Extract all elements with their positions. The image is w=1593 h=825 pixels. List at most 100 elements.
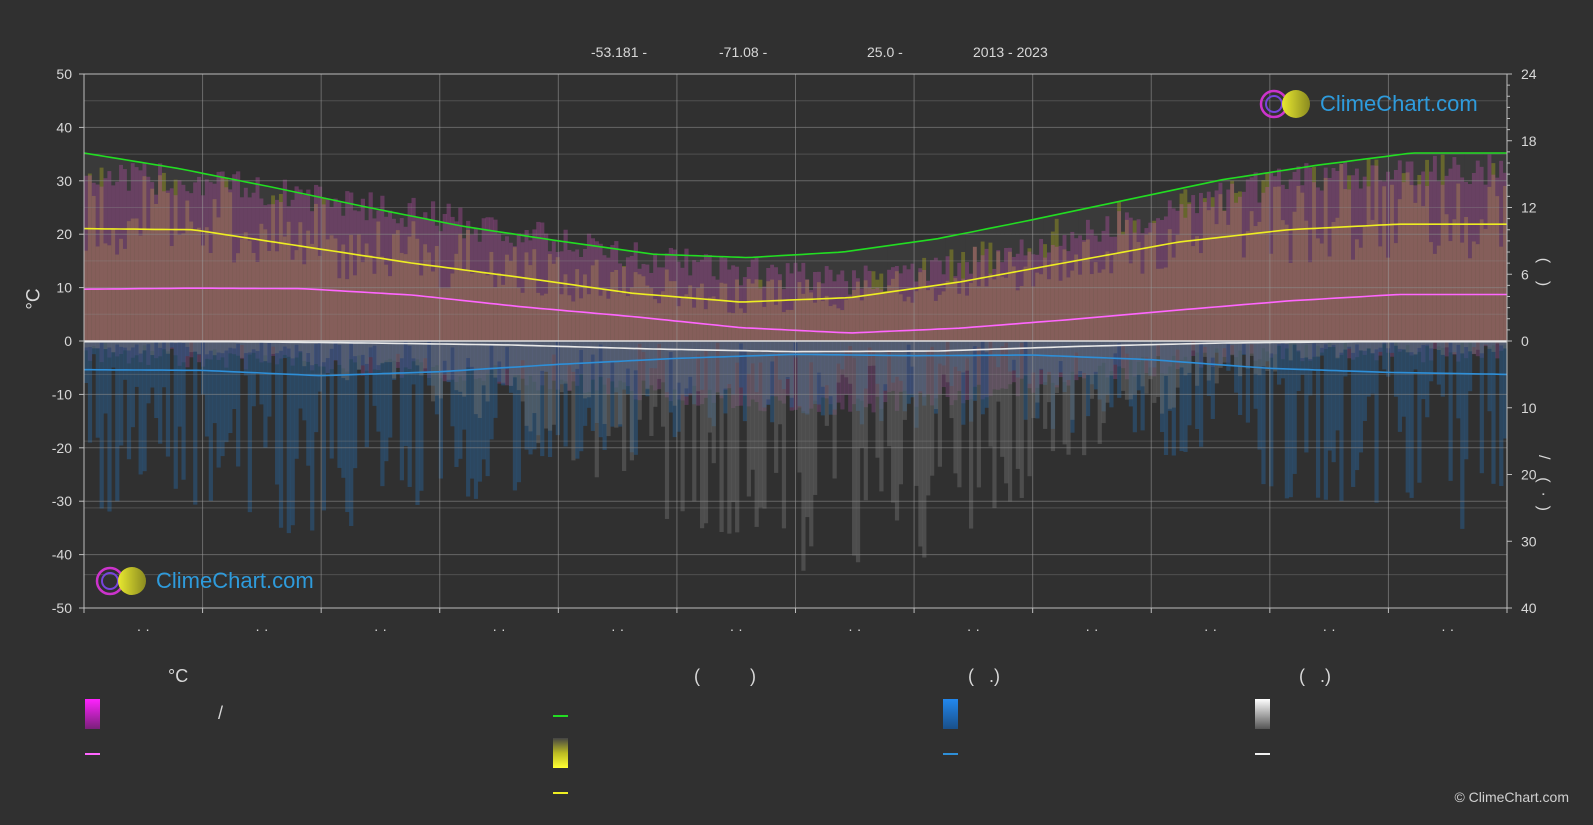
sunshine-bar <box>703 309 709 341</box>
legend-snow-swatch <box>1255 699 1270 729</box>
rain-bar <box>1144 341 1149 358</box>
temp-range-bar <box>1019 239 1024 341</box>
rain-bar <box>1382 341 1387 370</box>
right-lower-tick-label: 30 <box>1521 533 1537 549</box>
temp-range-bar <box>1156 341 1161 357</box>
temp-range-bar <box>111 185 116 341</box>
rain-bar <box>360 341 366 366</box>
sunshine-bar <box>119 238 124 341</box>
snow-bar <box>1043 341 1048 429</box>
snow-bar <box>505 341 510 348</box>
rain-bar <box>158 341 163 444</box>
temp-range-bar <box>193 182 198 341</box>
rain-bar <box>824 341 829 386</box>
rain-bar <box>1093 341 1098 390</box>
rain-bar <box>1148 341 1153 376</box>
sunshine-bar <box>1031 286 1036 341</box>
temp-range-bar <box>703 254 709 341</box>
rain-bar <box>1078 341 1083 377</box>
rain-bar <box>84 341 89 384</box>
temp-range-bar <box>637 341 642 401</box>
sunshine-bar <box>469 273 475 341</box>
rain-bar <box>1027 341 1032 384</box>
sunshine-bar <box>1097 272 1102 341</box>
sunshine-bar <box>664 269 670 341</box>
temp-range-bar <box>353 210 358 341</box>
snow-bar <box>446 341 451 380</box>
temp-range-bar <box>208 182 213 341</box>
rain-bar <box>473 341 479 499</box>
sunshine-bar <box>937 294 942 341</box>
sunshine-bar <box>516 287 521 341</box>
sunshine-bar <box>411 221 416 341</box>
temp-range-bar <box>1487 154 1492 341</box>
sunshine-bar <box>586 294 592 341</box>
sunshine-bar <box>415 238 420 341</box>
rain-bar <box>177 341 182 427</box>
rain-bar <box>427 341 432 386</box>
sunshine-bar <box>524 252 529 341</box>
temp-range-bar <box>1222 341 1227 357</box>
header-years: 2013 - 2023 <box>973 44 1048 60</box>
temp-range-bar <box>489 217 494 341</box>
snow-bar <box>493 341 498 378</box>
temp-range-bar <box>1066 251 1071 341</box>
sunshine-bar <box>711 296 716 341</box>
sunshine-bar <box>1210 197 1215 341</box>
temp-range-bar <box>427 219 432 341</box>
temp-range-bar <box>1261 192 1266 341</box>
rain-bar <box>1167 341 1173 411</box>
temp-range-bar <box>138 170 143 341</box>
temp-range-bar <box>832 281 837 341</box>
temp-range-bar <box>738 285 744 341</box>
snow-bar <box>489 341 494 345</box>
rain-bar <box>469 341 475 479</box>
sunshine-bar <box>1351 259 1356 341</box>
rain-bar <box>750 341 755 364</box>
left-tick-label: 10 <box>56 280 72 296</box>
daylight-bar <box>353 204 358 341</box>
temp-range-bar <box>119 164 124 341</box>
snow-bar <box>243 341 249 354</box>
rain-bar <box>1195 341 1200 429</box>
snow-bar <box>715 341 720 394</box>
temp-range-bar <box>707 255 712 341</box>
sunshine-bar <box>1495 196 1500 341</box>
sunshine-bar <box>1183 189 1188 341</box>
temp-range-bar <box>204 179 210 341</box>
sunshine-bar <box>99 167 104 341</box>
sunshine-bar <box>169 246 174 341</box>
sunshine-bar <box>122 248 128 341</box>
rain-bar <box>785 341 790 380</box>
snow-bar <box>1054 341 1059 393</box>
snow-bar <box>606 341 611 437</box>
rain-bar <box>801 341 806 414</box>
sunshine-bar <box>1335 217 1340 341</box>
rain-bar <box>236 341 241 467</box>
rain-bar <box>1237 341 1243 415</box>
snow-bar <box>1331 341 1336 345</box>
rain-bar <box>633 341 638 455</box>
temp-range-bar <box>1245 179 1250 341</box>
rain-bar <box>91 341 96 355</box>
sunshine-bar <box>1440 154 1445 341</box>
temp-range-bar <box>1413 185 1418 341</box>
rain-bar <box>789 341 794 408</box>
temp-range-bar <box>610 245 615 341</box>
sunshine-bar <box>606 298 611 341</box>
rain-bar <box>1136 341 1141 391</box>
rain-bar <box>185 341 190 357</box>
temp-range-bar <box>1167 200 1173 341</box>
rain-bar <box>333 341 338 361</box>
daylight-bar <box>1019 221 1024 341</box>
rain-bar <box>532 341 537 450</box>
temp-range-bar <box>1237 196 1243 341</box>
snow-bar <box>805 341 810 518</box>
rain-bar <box>411 341 416 385</box>
sunshine-bar <box>271 195 276 341</box>
rain-bar <box>949 341 954 386</box>
temp-range-bar <box>395 341 401 368</box>
snow-bar <box>290 341 295 359</box>
temp-range-bar <box>1183 217 1188 341</box>
temp-range-bar <box>512 246 518 341</box>
